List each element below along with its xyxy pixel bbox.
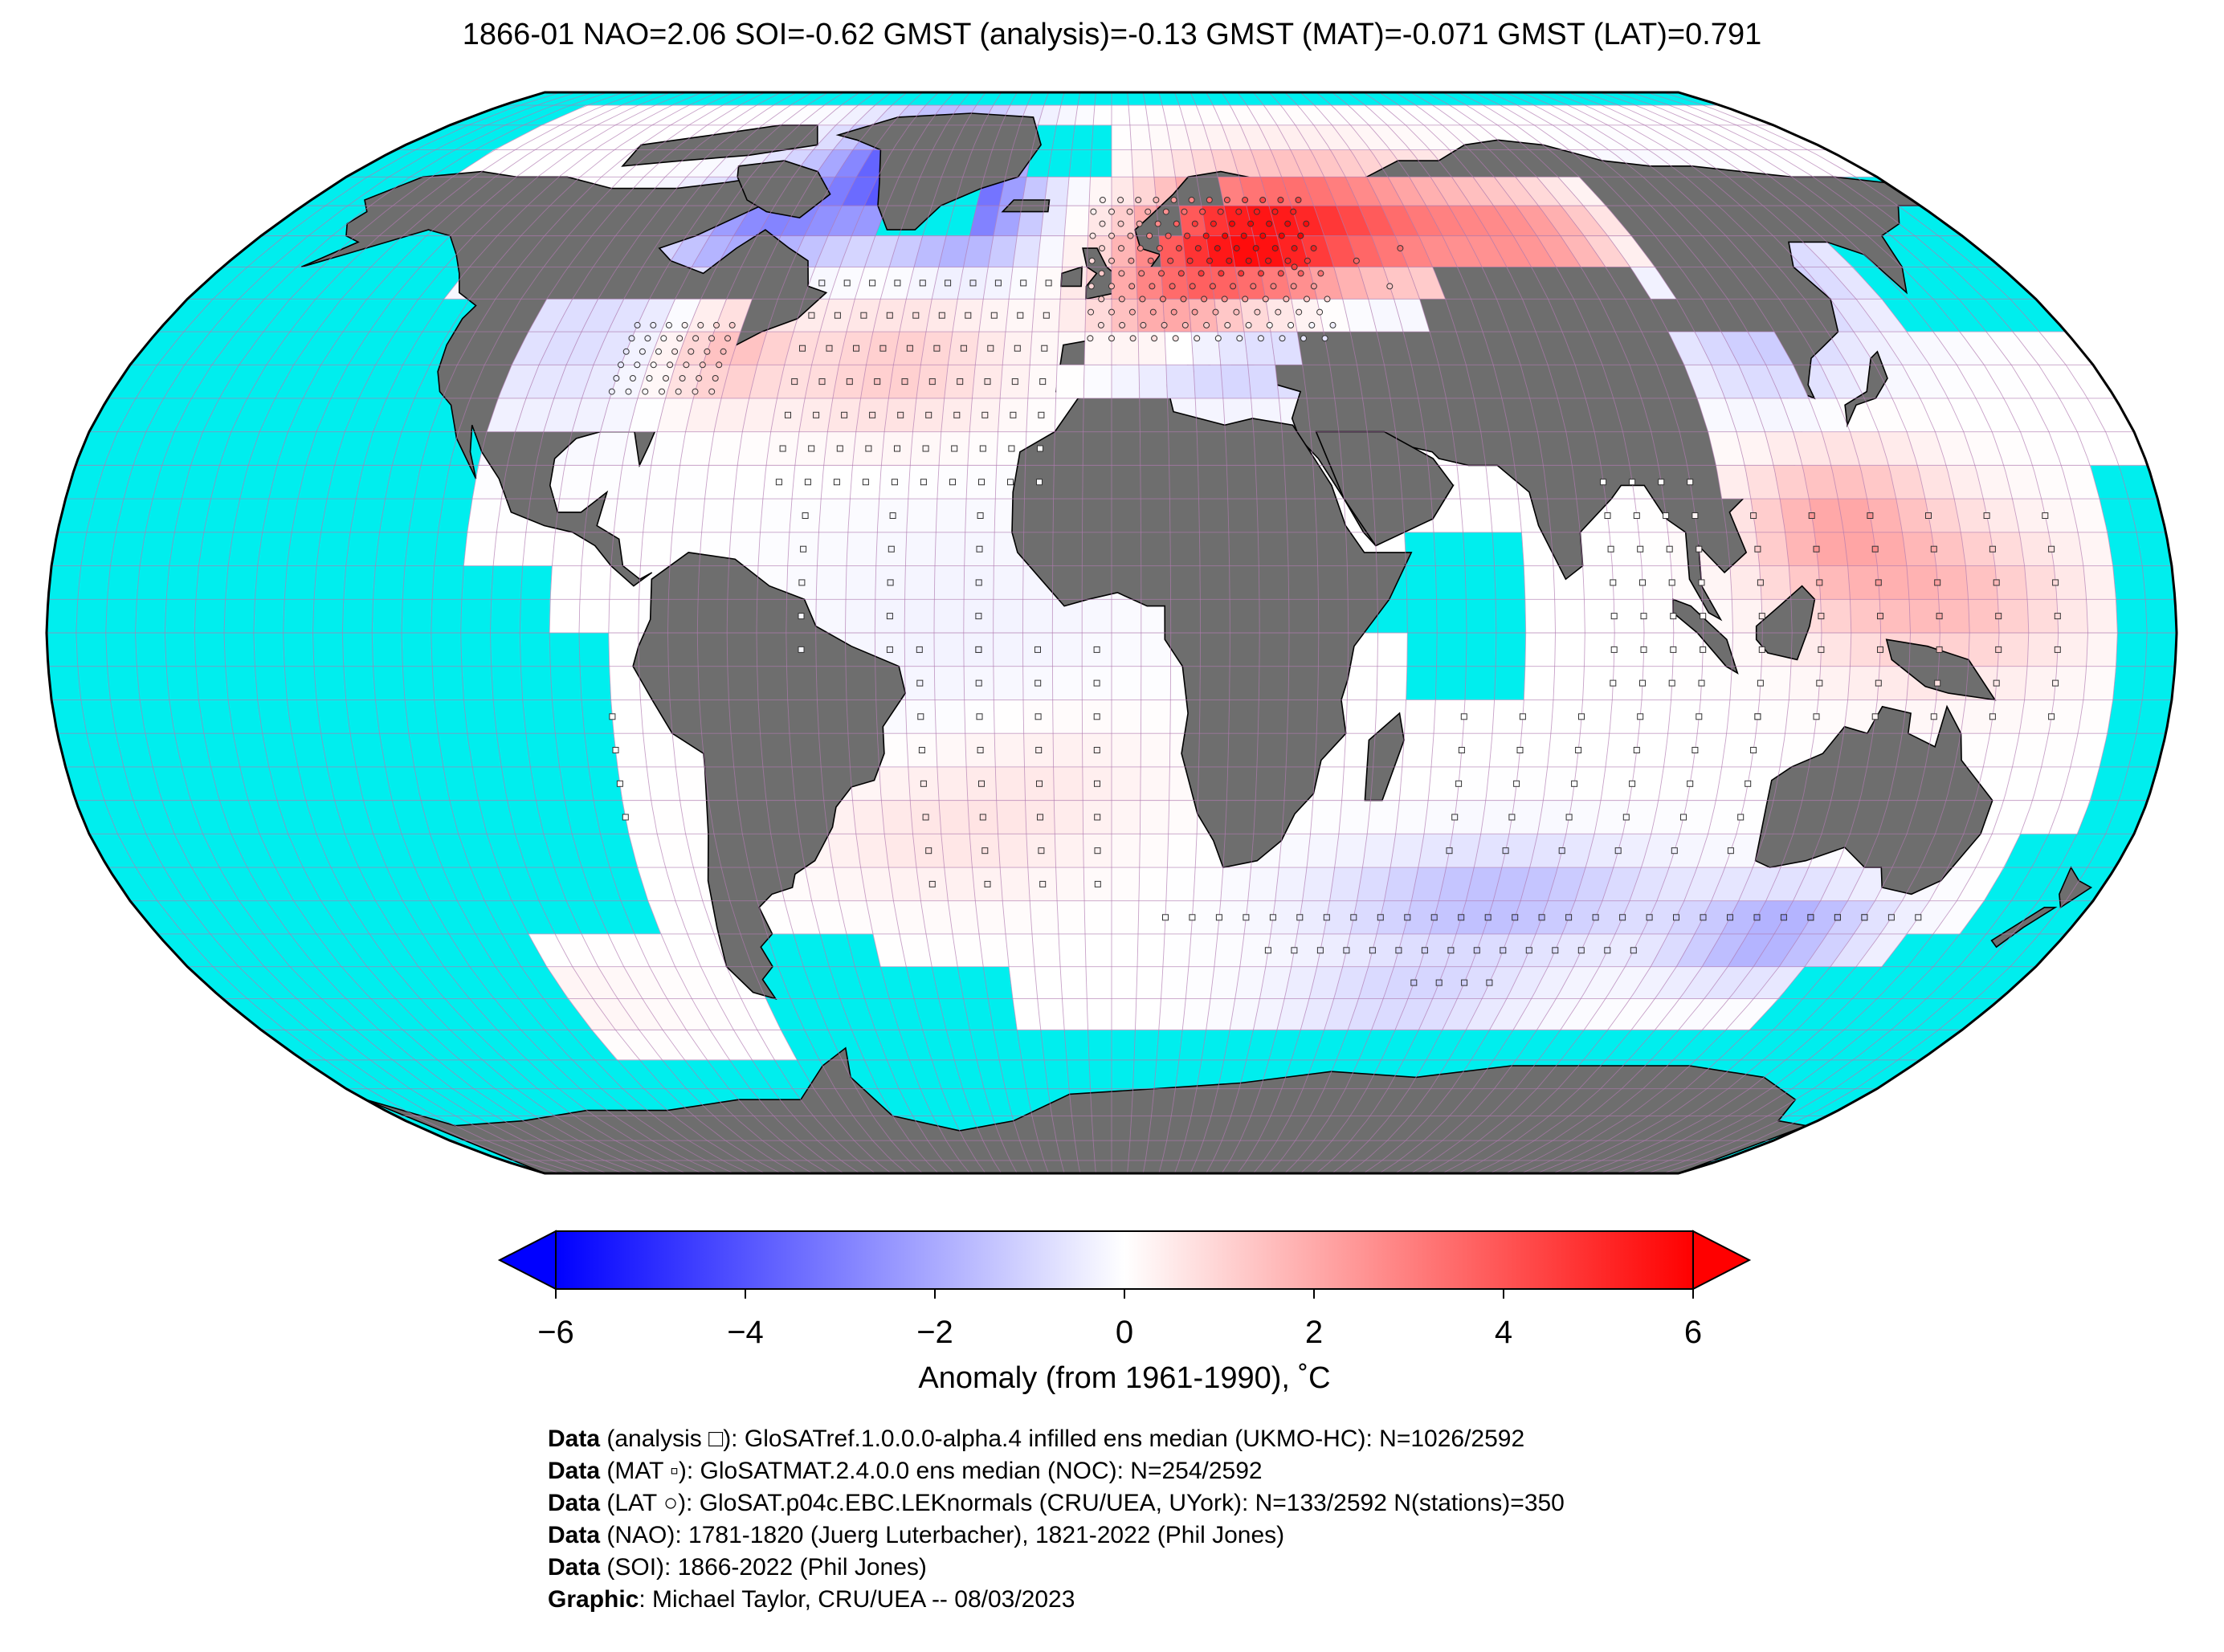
credit-text: (MAT ▫): GloSATMAT.2.4.0.0 ens median (N… xyxy=(600,1458,1263,1484)
colorbar-tick-label: −6 xyxy=(537,1315,574,1350)
credit-line: Data (analysis □): GloSATref.1.0.0.0-alp… xyxy=(548,1423,1565,1455)
data-credits: Data (analysis □): GloSATref.1.0.0.0-alp… xyxy=(548,1423,1565,1616)
credit-text: (NAO): 1781-1820 (Juerg Luterbacher), 18… xyxy=(600,1522,1285,1548)
colorbar-extend-low xyxy=(497,1230,557,1291)
colorbar-gradient xyxy=(555,1230,1694,1290)
colorbar-tick-label: −4 xyxy=(727,1315,764,1350)
credit-line: Data (SOI): 1866-2022 (Phil Jones) xyxy=(548,1552,1565,1584)
colorbar-label: Anomaly (from 1961-1990), ˚C xyxy=(918,1361,1330,1395)
colorbar-ticks: −6 −4 −2 0 2 4 6 xyxy=(537,1289,1702,1350)
credit-label: Data xyxy=(548,1554,601,1581)
credit-text: (analysis □): GloSATref.1.0.0.0-alpha.4 … xyxy=(600,1426,1525,1452)
credit-line: Graphic: Michael Taylor, CRU/UEA -- 08/0… xyxy=(548,1584,1565,1616)
colorbar-tick-label: −2 xyxy=(916,1315,953,1350)
map-title: 1866-01 NAO=2.06 SOI=-0.62 GMST (analysi… xyxy=(462,18,1762,51)
credit-line: Data (NAO): 1781-1820 (Juerg Luterbacher… xyxy=(548,1519,1565,1552)
world-map xyxy=(45,91,2178,1175)
colorbar-tick-label: 0 xyxy=(1116,1315,1133,1350)
credit-text: : Michael Taylor, CRU/UEA -- 08/03/2023 xyxy=(639,1586,1075,1613)
credit-text: (LAT ○): GloSAT.p04c.EBC.LEKnormals (CRU… xyxy=(600,1490,1565,1516)
credit-line: Data (MAT ▫): GloSATMAT.2.4.0.0 ens medi… xyxy=(548,1455,1565,1487)
credit-line: Data (LAT ○): GloSAT.p04c.EBC.LEKnormals… xyxy=(548,1487,1565,1519)
credit-text: (SOI): 1866-2022 (Phil Jones) xyxy=(600,1554,927,1581)
credit-label: Graphic xyxy=(548,1586,639,1613)
colorbar-extend-high xyxy=(1692,1230,1752,1291)
credit-label: Data xyxy=(548,1522,601,1548)
colorbar-tick-label: 6 xyxy=(1684,1315,1702,1350)
colorbar-tick-label: 4 xyxy=(1495,1315,1512,1350)
credit-label: Data xyxy=(548,1490,601,1516)
colorbar-tick-label: 2 xyxy=(1305,1315,1323,1350)
credit-label: Data xyxy=(548,1458,601,1484)
credit-label: Data xyxy=(548,1426,601,1452)
